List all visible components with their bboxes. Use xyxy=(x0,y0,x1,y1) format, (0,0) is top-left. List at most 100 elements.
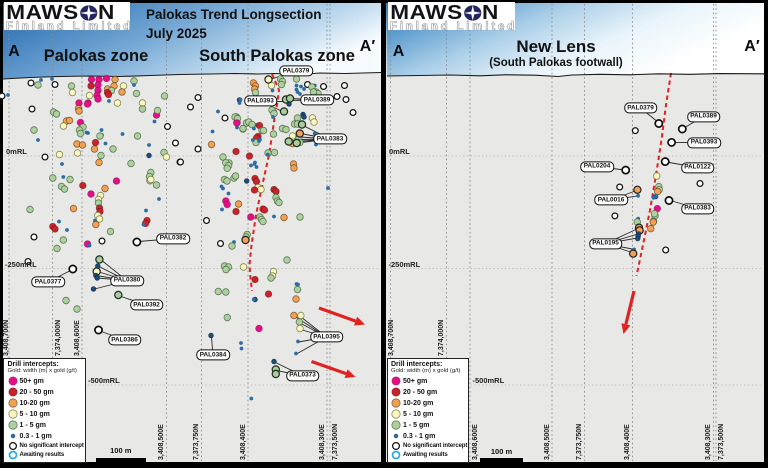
drill-intercept-m20 xyxy=(232,207,240,216)
drill-intercept-m03 xyxy=(265,152,270,157)
legend-subtitle: Gold: width (m) x gold (g/t) xyxy=(7,368,77,375)
drill-intercept-m1 xyxy=(223,313,231,322)
scalebar xyxy=(480,458,523,462)
drill-intercept-m1 xyxy=(138,105,147,113)
drill-intercept-m1 xyxy=(228,242,236,250)
drill-intercept-m03 xyxy=(144,208,148,213)
drill-intercept-ot xyxy=(629,249,638,258)
drill-intercept-m10 xyxy=(234,200,243,208)
drillhole-label: PAL0383 xyxy=(680,202,715,215)
drillhole-label: PAL0386 xyxy=(107,334,142,346)
drill-intercept-dk xyxy=(90,286,97,292)
drill-intercept-ns xyxy=(176,158,185,166)
drill-intercept-m1 xyxy=(60,185,69,193)
drill-intercept-m1 xyxy=(239,124,247,133)
zone-label: Palokas zone xyxy=(43,47,149,65)
scalebar-label: 100 m xyxy=(490,447,513,456)
drill-intercept-m5 xyxy=(55,150,64,159)
drill-intercept-dk xyxy=(244,178,250,184)
drill-intercept-m1 xyxy=(106,227,115,236)
legend-subtitle: Gold: width (m) x gold (g/t) xyxy=(391,368,461,375)
drill-intercept-m20 xyxy=(252,177,261,186)
drill-intercept-m1 xyxy=(295,318,304,326)
drill-intercept-m03 xyxy=(251,297,256,302)
legend-swatch-aw xyxy=(391,450,403,460)
logo-text-post: N xyxy=(98,2,115,24)
drill-intercept-m1 xyxy=(160,92,169,100)
drill-intercept-m10 xyxy=(92,220,100,229)
drill-intercept-m1 xyxy=(231,172,240,180)
drill-intercept-m20 xyxy=(251,275,259,284)
drill-intercept-m03 xyxy=(65,228,69,232)
drill-intercept-m50 xyxy=(233,119,241,127)
drillhole-label: PAL0382 xyxy=(156,233,190,245)
drill-intercept-m03 xyxy=(271,115,275,119)
drillhole-label: PAL0383 xyxy=(313,133,347,145)
mawson-logo: MAWS N Finland Limited xyxy=(388,2,515,33)
legend-entry-label: 20 - 50 gm xyxy=(403,388,438,396)
drill-intercept-ns xyxy=(30,233,38,241)
grid-coordinate-label: 3,408,700N xyxy=(387,319,395,356)
drill-intercept-m1 xyxy=(26,205,34,214)
drill-intercept-m5 xyxy=(257,185,265,194)
legend-entry-label: No significant intercept xyxy=(19,443,84,450)
grid-coordinate-label: 7,373,500N xyxy=(718,423,725,460)
legend-entry: 20 - 50 gm xyxy=(7,387,84,398)
legend-entry-label: 10-20 gm xyxy=(403,399,434,407)
drill-intercept-ns xyxy=(163,122,172,131)
drill-intercept-ns xyxy=(202,216,211,225)
drill-intercept-m1 xyxy=(97,151,105,160)
mawson-logo: MAWS N Finland Limited xyxy=(4,2,133,34)
legend-entry: No significant intercept xyxy=(8,442,84,451)
drill-intercept-m5 xyxy=(113,99,122,107)
drill-intercept-ot xyxy=(241,235,250,245)
drill-intercept-ot xyxy=(295,129,304,138)
drillhole-label: PAL0392 xyxy=(129,299,164,311)
drill-intercept-ns xyxy=(342,95,350,104)
drill-intercept-ns xyxy=(171,139,180,147)
drill-intercept-gt xyxy=(292,138,301,148)
drill-intercept-m10 xyxy=(649,218,657,226)
legend-swatch-m10 xyxy=(391,398,403,409)
scalebar-label: 100 m xyxy=(110,446,132,455)
drill-intercept-m03 xyxy=(50,77,54,81)
legend-entry: Awaiting results xyxy=(8,450,84,460)
logo-subtitle: Finland Limited xyxy=(6,21,133,34)
section-marker-a: A xyxy=(392,43,405,60)
drill-intercept-gt xyxy=(297,120,307,129)
drill-intercept-m1 xyxy=(292,75,301,83)
drill-intercept-m1 xyxy=(34,81,42,89)
drill-intercept-m5 xyxy=(297,311,305,320)
drill-intercept-yt xyxy=(264,75,273,84)
drill-intercept-m03 xyxy=(235,125,239,130)
grid-coordinate-label: 7,373,500N xyxy=(332,423,339,460)
drill-intercept-m03 xyxy=(152,119,157,124)
drill-intercept-ns xyxy=(51,80,59,89)
drill-intercept-gt xyxy=(271,369,280,379)
drill-intercept-m1 xyxy=(62,296,70,305)
legend-entry-label: No significant intercept xyxy=(403,443,468,450)
logo-text-pre: MAWS xyxy=(6,2,79,24)
drill-intercept-m50 xyxy=(94,95,102,103)
drill-intercept-m5 xyxy=(73,149,82,157)
section-marker-a-prime: A′ xyxy=(359,38,376,55)
drill-intercept-m03 xyxy=(249,163,253,168)
drill-intercept-m5 xyxy=(85,91,94,100)
legend-entry-label: 0.3 - 1 gm xyxy=(403,432,436,440)
drill-intercept-m1 xyxy=(219,153,227,161)
legend-entry: 50+ gm xyxy=(7,376,84,387)
drill-intercept-m1 xyxy=(259,126,268,135)
drill-intercept-gt xyxy=(114,290,123,300)
drill-intercept-m1 xyxy=(222,265,230,274)
surface-line xyxy=(386,73,765,78)
drillhole-label: PAL0204 xyxy=(580,160,614,173)
drill-intercept-m03 xyxy=(61,175,66,179)
legend-entry: 10-20 gm xyxy=(7,398,84,409)
rl-label: -250mRL xyxy=(5,259,37,269)
drill-intercept-tgt xyxy=(660,157,670,167)
drill-intercept-m03 xyxy=(272,214,276,219)
legend-entry: 5 - 10 gm xyxy=(7,409,84,420)
rl-label: -500mRL xyxy=(472,376,505,385)
drill-intercept-m03 xyxy=(651,195,656,200)
